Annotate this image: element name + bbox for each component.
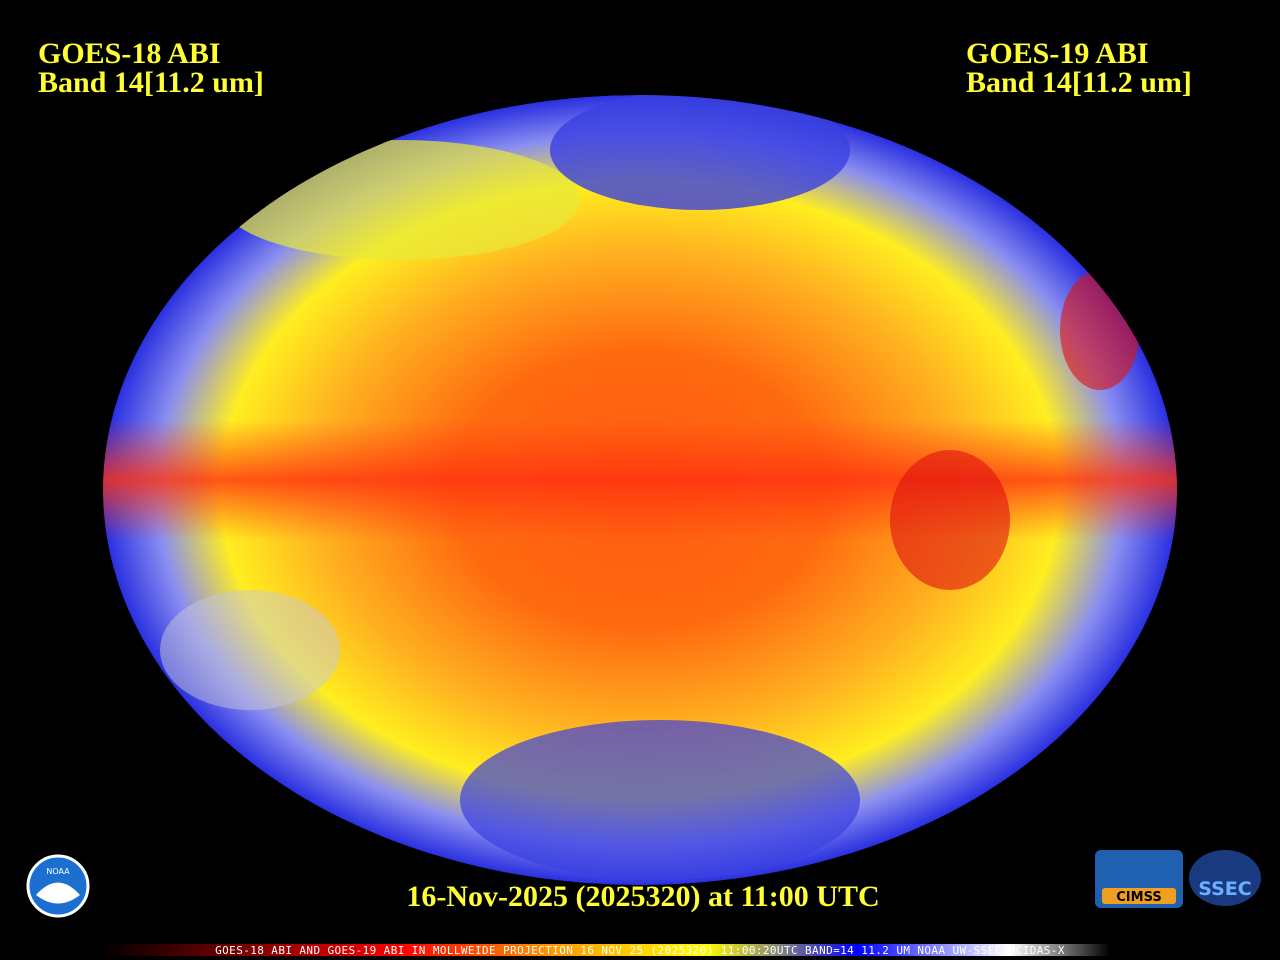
right-subtitle: Band 14[11.2 um]: [966, 66, 1192, 99]
timestamp: 16-Nov-2025 (2025320) at 11:00 UTC: [406, 880, 879, 913]
cimss-label: CIMSS: [1116, 890, 1161, 905]
colorbar-caption: GOES-18 ABI AND GOES-19 ABI IN MOLLWEIDE…: [215, 944, 1065, 957]
left-subtitle: Band 14[11.2 um]: [38, 66, 264, 99]
ssec-label: SSEC: [1198, 878, 1251, 900]
colorbar: [100, 944, 1110, 956]
right-title: GOES-19 ABI: [966, 37, 1149, 70]
ssec-logo: [1189, 850, 1261, 906]
satellite-image: [103, 95, 1177, 885]
noaa-label: NOAA: [46, 867, 70, 876]
left-title: GOES-18 ABI: [38, 37, 221, 70]
noaa-wave: [36, 882, 80, 904]
cimss-banner: [1102, 888, 1176, 904]
